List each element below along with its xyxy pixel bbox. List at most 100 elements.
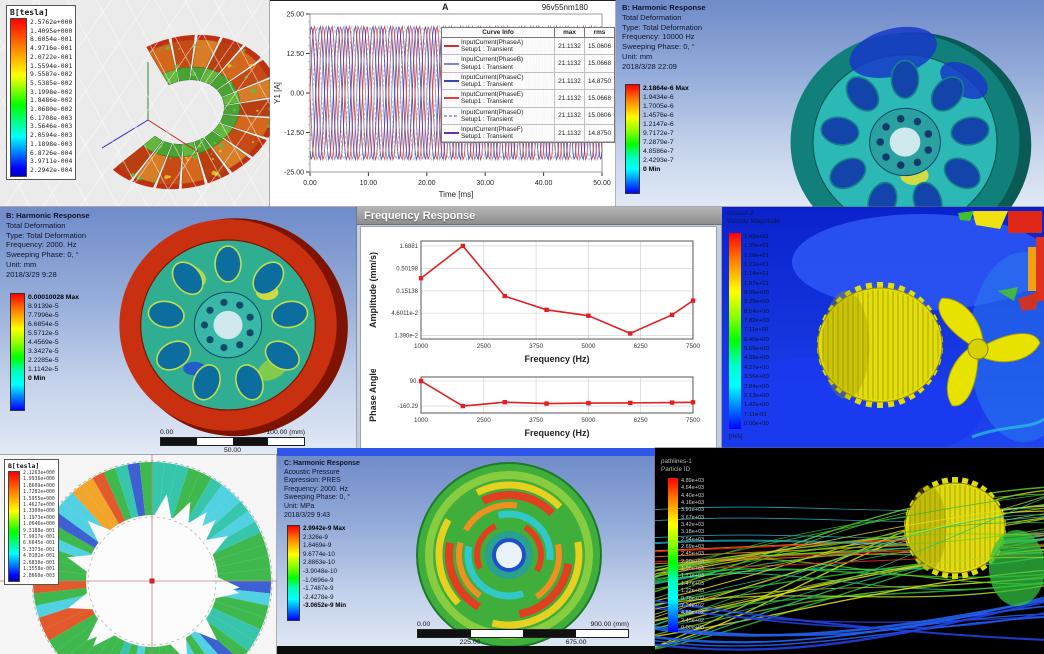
- colorbar-values: 0.00010028 Max 8.9139e-5 7.7996e-5 6.6854e-…: [28, 293, 79, 411]
- svg-text:-160.29: -160.29: [398, 404, 419, 410]
- colorbar-value: 2.20e+03: [681, 558, 705, 565]
- colorbar-value: 2.45e+03: [681, 551, 705, 558]
- info-line: Type: Total Deformation: [622, 22, 703, 32]
- pathlines-render: [655, 477, 1044, 651]
- colorbar-value: 9.78e+02: [681, 595, 705, 602]
- colorbar-value: 6.6645e-001: [23, 541, 55, 547]
- colorbar-value: 3.67e+03: [681, 514, 705, 521]
- svg-text:0.15138: 0.15138: [396, 289, 418, 295]
- info-line: Unit: MPa: [284, 502, 315, 510]
- colorbar-value: 9.6774e-10: [303, 550, 335, 558]
- colorbar-value: 8.54e+00: [744, 308, 769, 315]
- colorbar-value: 6.8726e-004: [30, 148, 73, 157]
- colorbar-value: 4.4569e-5: [28, 339, 59, 346]
- svg-text:6250: 6250: [634, 417, 649, 424]
- svg-text:1.6881: 1.6881: [400, 244, 419, 250]
- colorbar-value: 9.7172e-7: [643, 130, 674, 137]
- colorbar-value: 0 Min: [643, 166, 661, 173]
- contour-header-line: contour-2: [727, 210, 754, 217]
- colorbar-value: 1.1142e-5: [28, 366, 59, 373]
- colorbar-value: 4.89e+02: [681, 610, 705, 617]
- curve-color-swatch: [444, 114, 459, 117]
- colorbar-value: 7.82e+00: [744, 318, 769, 325]
- colorbar-value: 7.11e-01: [744, 411, 767, 418]
- colorbar-gradient: [668, 478, 678, 632]
- panel-frequency-response-window: Frequency Response 1000 2500 3750 5000 6250 7…: [357, 207, 722, 455]
- svg-text:3750: 3750: [529, 417, 544, 424]
- colorbar-value: 2.4293e-7: [643, 157, 674, 164]
- legend-header: Curve Info max rms: [442, 28, 614, 38]
- colorbar-value: 4.98e+00: [744, 355, 769, 362]
- colorbar-value: 6.1708e-003: [30, 113, 73, 122]
- curve-label: InputCurrent(PhaseC) Setup1 : Transient: [461, 73, 524, 89]
- pressure-colorbar: 2.9942e-9 Max 2.326e-9 1.6469e-9 9.6774e-10…: [287, 525, 346, 621]
- colorbar-value: 9.25e+00: [744, 299, 769, 306]
- colorbar-value: 3.18e+03: [681, 529, 705, 536]
- colorbar-value: 2.1864e-6 Max: [643, 85, 689, 92]
- wheel-deformation-render: [790, 26, 1032, 207]
- colorbar-value: 1.14e+01: [744, 271, 769, 278]
- wheel-deformation-render: [119, 218, 348, 437]
- curve-color-swatch: [444, 45, 459, 48]
- gear-render: [816, 282, 944, 408]
- colorbar-value: 3.91e+03: [681, 507, 705, 514]
- legend-row: InputCurrent(PhaseB) Setup1 : Transient 21…: [442, 55, 614, 73]
- info-line: Frequency: 2000. Hz: [284, 485, 348, 493]
- pathlines-header: pathlines-1 Particle ID: [661, 458, 692, 473]
- svg-text:5000: 5000: [581, 343, 596, 350]
- curve-rms-value: 14.8750: [584, 72, 614, 90]
- svg-text:Time [ms]: Time [ms]: [439, 190, 474, 199]
- info-line: Total Deformation: [6, 220, 66, 230]
- svg-text:Phase Angle: Phase Angle: [368, 369, 378, 422]
- colorbar-value: 4.8586e-7: [643, 148, 674, 155]
- svg-text:-25.00: -25.00: [284, 170, 304, 177]
- legend-header-curve: Curve Info: [482, 29, 514, 36]
- colorbar-value: 1.42e+00: [744, 402, 769, 409]
- colorbar-value: 3.5646e-003: [30, 122, 73, 131]
- wheel-shape: [119, 218, 348, 437]
- colorbar-value: 2.326e-9: [303, 533, 328, 541]
- svg-text:Frequency (Hz): Frequency (Hz): [524, 428, 589, 438]
- svg-text:7500: 7500: [686, 417, 701, 424]
- pathlines-header-line: Particle ID: [661, 465, 691, 473]
- curve-rms-value: 15.0668: [584, 90, 614, 107]
- curve-rms-value: 15.0668: [584, 55, 614, 72]
- legend-row: InputCurrent(PhaseE) Setup1 : Transient 21…: [442, 90, 614, 108]
- curve-label: InputCurrent(PhaseA) Setup1 : Transient: [461, 39, 524, 54]
- colorbar-value: 1.21e+01: [744, 262, 769, 269]
- svg-text:40.00: 40.00: [535, 180, 553, 187]
- colorbar-value: -3.9048e-10: [303, 567, 337, 575]
- window-titlebar[interactable]: Frequency Response: [357, 207, 722, 225]
- legend-row: InputCurrent(PhaseA) Setup1 : Transient 21…: [442, 38, 614, 56]
- svg-text:20.00: 20.00: [418, 180, 436, 187]
- colorbar-gradient: [10, 18, 27, 177]
- info-line: C: Harmonic Response: [284, 460, 360, 467]
- info-line: Unit: mm: [622, 51, 653, 61]
- phase-chart: 1000 2500 3750 5000 6250 7500 90. -160.29 Freque…: [368, 369, 701, 438]
- svg-text:2500: 2500: [477, 417, 492, 424]
- colorbar-value: 2.6830e-001: [23, 560, 55, 566]
- svg-text:10.00: 10.00: [360, 180, 378, 187]
- svg-text:0.00: 0.00: [290, 91, 304, 98]
- deformation-colorbar: 0.00010028 Max 8.9139e-5 7.7996e-5 6.6854e-…: [10, 293, 79, 411]
- colorbar-value: 0.00e+00: [744, 420, 769, 427]
- ruler-label-mid-right: 675.00: [565, 639, 587, 646]
- deformation-colorbar: 2.1864e-6 Max 1.9434e-6 1.7005e-6 1.4576e-6…: [625, 84, 689, 194]
- colorbar-legend: B[tesla] 2.5762e+000 1.4095e+000 8.6054e-0…: [6, 5, 77, 180]
- bottom-black-strip: [277, 646, 655, 654]
- svg-text:2500: 2500: [477, 343, 492, 350]
- colorbar-value: 1.3300e+000: [23, 509, 55, 515]
- contour-header-line: Velocity Magnitude: [727, 217, 780, 225]
- colorbar-value: 1.4095e+000: [30, 26, 73, 35]
- colorbar-value: 4.0102e-001: [23, 554, 55, 560]
- colorbar-title: B[tesla]: [10, 8, 49, 17]
- svg-text:3750: 3750: [529, 343, 544, 350]
- info-line: B: Harmonic Response: [6, 211, 90, 220]
- ruler-bar: [160, 437, 305, 446]
- svg-text:7500: 7500: [686, 343, 701, 350]
- colorbar-value: 5.69e+00: [744, 346, 769, 353]
- ruler-label-right: 900.00 (mm): [590, 621, 629, 628]
- colorbar-value: 4.40e+03: [681, 492, 705, 499]
- colorbar-value: 1.0646e+000: [23, 522, 55, 528]
- colorbar-value: 1.0680e-002: [30, 105, 73, 114]
